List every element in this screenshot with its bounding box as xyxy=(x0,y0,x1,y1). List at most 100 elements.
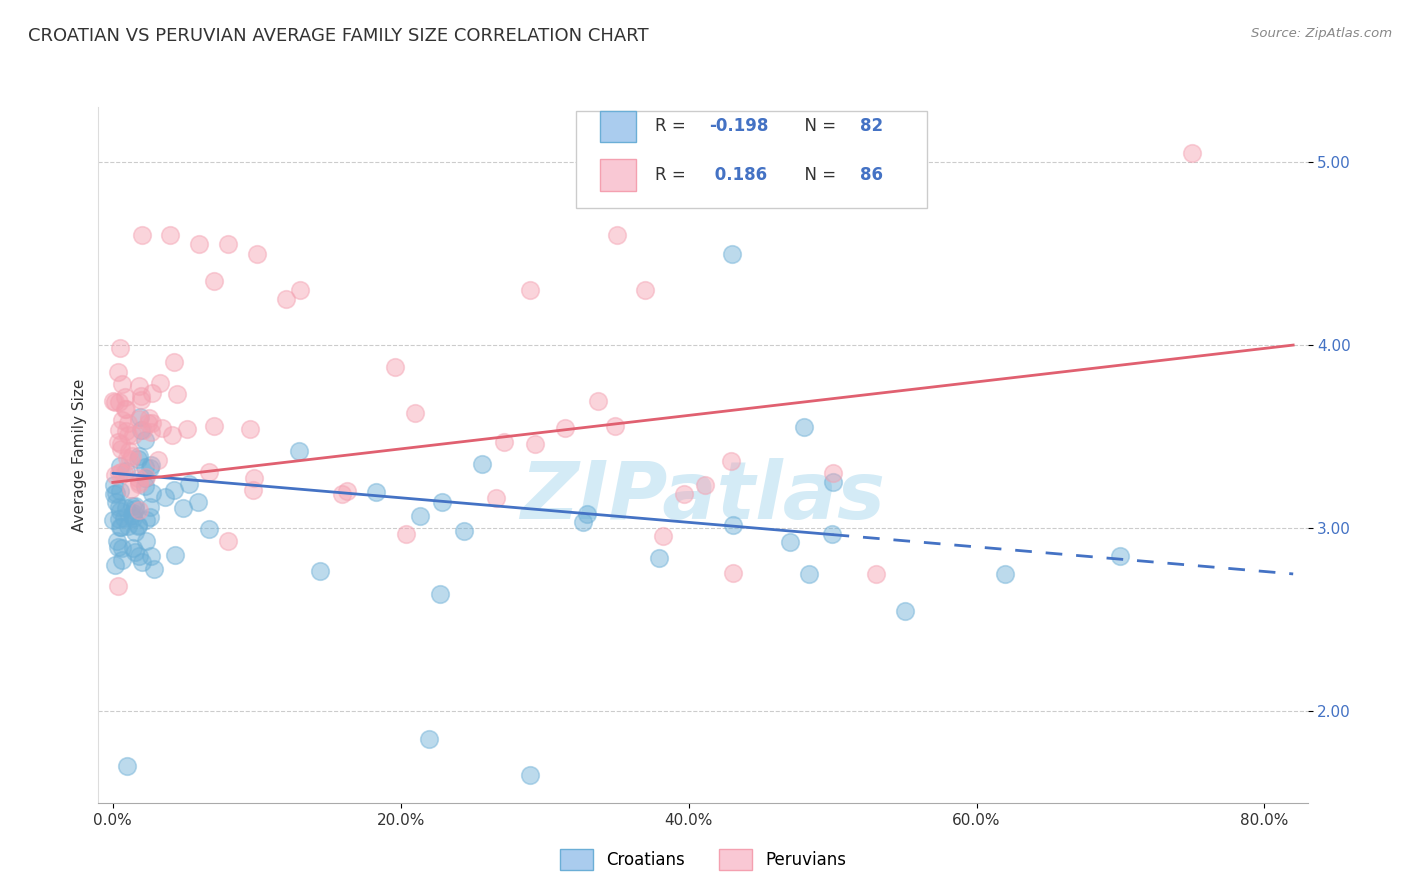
Point xyxy=(115,500,138,515)
Point xyxy=(485,491,508,505)
Point xyxy=(107,365,129,379)
Point xyxy=(120,453,142,467)
Point xyxy=(103,487,125,501)
Legend: Croatians, Peruvians: Croatians, Peruvians xyxy=(551,841,855,878)
Point xyxy=(384,360,406,375)
Point xyxy=(122,541,145,555)
Point xyxy=(176,422,198,436)
Point xyxy=(107,579,129,593)
Point xyxy=(572,515,595,529)
Point xyxy=(121,428,143,442)
Point xyxy=(110,503,132,517)
Point xyxy=(429,587,451,601)
Point xyxy=(122,511,145,525)
Point xyxy=(135,513,157,527)
Point xyxy=(128,378,150,392)
Point xyxy=(288,443,311,458)
Point xyxy=(107,467,129,481)
Point xyxy=(821,527,844,541)
Point xyxy=(105,495,128,509)
Point xyxy=(418,731,440,746)
Point xyxy=(779,535,801,549)
Point xyxy=(117,416,139,430)
Point xyxy=(129,389,152,403)
Point xyxy=(117,450,139,465)
Point xyxy=(107,540,129,554)
Point xyxy=(893,603,915,617)
Point xyxy=(605,419,627,434)
Point xyxy=(115,401,138,416)
Point xyxy=(720,246,742,260)
Point xyxy=(308,564,330,578)
Point xyxy=(188,237,211,252)
Point xyxy=(153,490,176,504)
Point xyxy=(330,486,353,500)
Point xyxy=(198,466,221,480)
Point xyxy=(108,500,131,515)
Point xyxy=(103,513,125,527)
Point xyxy=(202,274,225,288)
Text: Source: ZipAtlas.com: Source: ZipAtlas.com xyxy=(1251,27,1392,40)
Point xyxy=(519,768,541,782)
Text: R =: R = xyxy=(655,166,690,184)
Point xyxy=(108,459,131,474)
Point xyxy=(163,483,186,498)
Point xyxy=(108,483,131,498)
Point xyxy=(110,442,132,457)
Point xyxy=(108,520,131,534)
Point xyxy=(134,459,156,474)
Point xyxy=(110,437,132,451)
Point xyxy=(105,533,128,548)
Point xyxy=(107,434,129,449)
Point xyxy=(128,449,150,463)
Point xyxy=(138,510,160,524)
Point xyxy=(288,283,311,297)
Point xyxy=(408,508,430,523)
Point xyxy=(554,421,576,435)
Point xyxy=(134,471,156,485)
Point xyxy=(1109,549,1132,563)
Point xyxy=(159,228,181,243)
Point xyxy=(994,566,1017,581)
Point xyxy=(112,511,135,525)
Point xyxy=(127,452,149,467)
Point xyxy=(141,386,163,401)
Point xyxy=(104,468,127,483)
Point xyxy=(141,549,163,564)
Point xyxy=(139,458,162,473)
Point xyxy=(127,519,149,533)
Point xyxy=(364,484,387,499)
Point xyxy=(124,525,146,540)
Point xyxy=(135,533,157,548)
Point xyxy=(524,437,547,451)
Point xyxy=(187,495,209,509)
Point xyxy=(134,433,156,447)
Point xyxy=(114,391,136,405)
Point xyxy=(139,500,162,515)
Point xyxy=(246,246,269,260)
Point xyxy=(652,529,675,543)
Point xyxy=(103,395,125,409)
Point xyxy=(131,555,153,569)
Point xyxy=(117,427,139,442)
Text: 0.186: 0.186 xyxy=(709,166,768,184)
Point xyxy=(124,500,146,514)
Point xyxy=(198,522,221,536)
Point xyxy=(721,566,744,580)
Point xyxy=(135,470,157,484)
Point xyxy=(797,566,820,581)
Point xyxy=(695,478,717,492)
Point xyxy=(242,483,264,498)
Point xyxy=(104,558,127,573)
Point xyxy=(162,428,184,442)
Point xyxy=(124,502,146,516)
Point xyxy=(141,417,163,431)
Point xyxy=(124,545,146,559)
Point xyxy=(166,387,188,401)
Point xyxy=(110,520,132,534)
Point xyxy=(129,423,152,437)
Point xyxy=(139,425,162,439)
Text: ZIPatlas: ZIPatlas xyxy=(520,458,886,536)
Text: N =: N = xyxy=(794,117,841,136)
Point xyxy=(217,533,239,548)
